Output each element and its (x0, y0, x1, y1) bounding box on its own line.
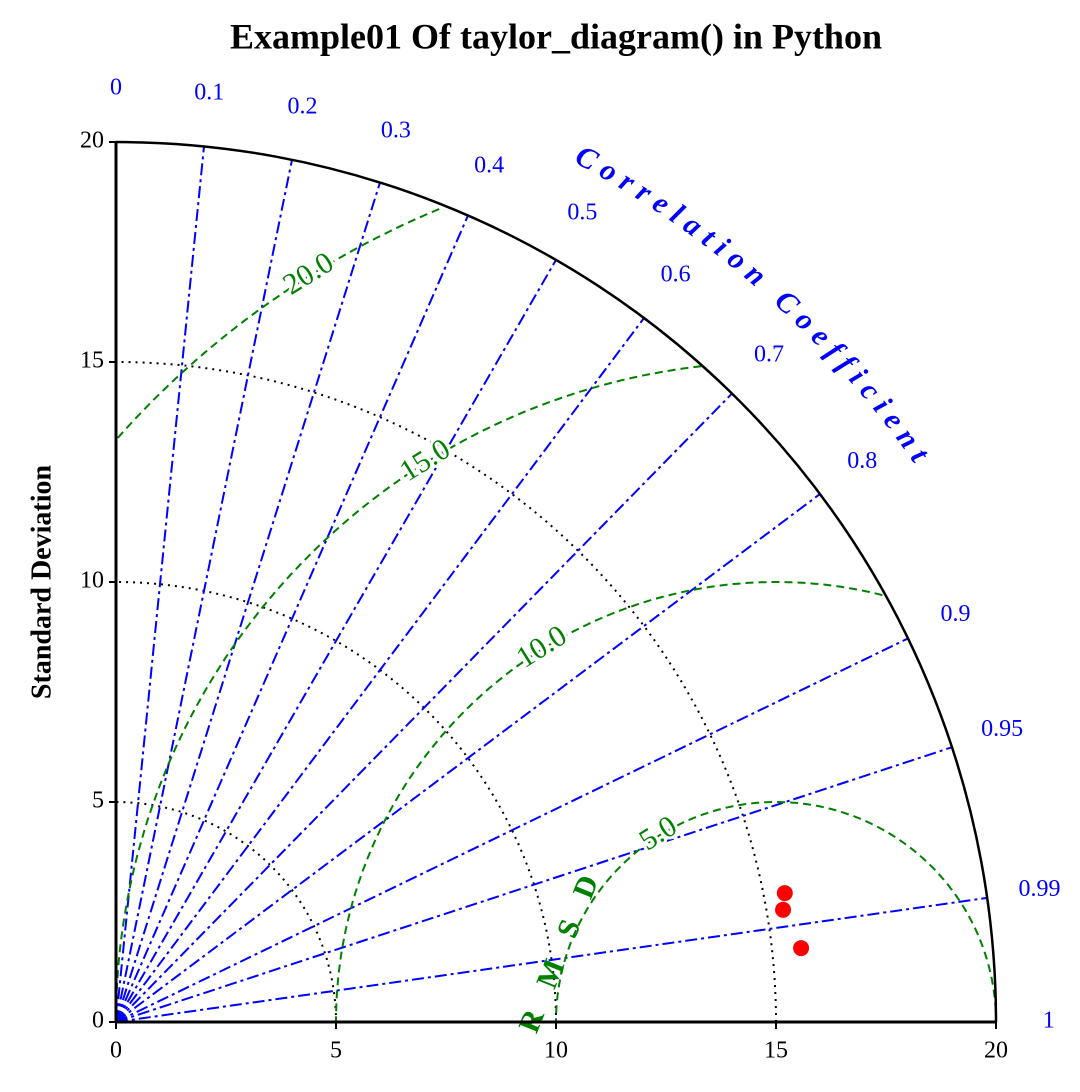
correlation-line (115, 896, 988, 1023)
x-tick-label: 0 (110, 1038, 122, 1064)
y-tick-label: 10 (80, 568, 104, 594)
correlation-tick-label: 0.8 (847, 448, 877, 474)
y-tick-label: 5 (92, 788, 104, 814)
correlation-line (115, 392, 733, 1023)
correlation-line (115, 215, 469, 1023)
correlation-tick-label: 0.5 (567, 200, 597, 226)
rmsd-contour-label: 15.0 (394, 432, 456, 488)
correlation-line (115, 146, 205, 1023)
rmsd-contour (115, 365, 702, 1022)
correlation-tick-label: 0.99 (1018, 876, 1060, 902)
rmsd-contour-label: 20.0 (277, 246, 339, 302)
y-tick-label: 20 (80, 128, 104, 154)
correlation-line (115, 317, 645, 1023)
data-point (776, 885, 793, 902)
correlation-label-path (577, 156, 998, 592)
x-tick-label: 20 (984, 1038, 1008, 1064)
x-tick-label: 10 (544, 1038, 568, 1064)
y-axis-label: Standard Deviation (26, 465, 57, 700)
rmsd-contour (555, 801, 997, 1022)
correlation-tick-label: 0.1 (194, 79, 224, 105)
correlation-tick-label: 0.6 (661, 261, 691, 287)
origin-mark (116, 1014, 124, 1022)
correlation-tick-label: 0.9 (941, 601, 971, 627)
chart-title: Example01 Of taylor_diagram() in Python (230, 16, 882, 56)
correlation-tick-label: 0.3 (381, 118, 411, 144)
x-tick-label: 5 (330, 1038, 342, 1064)
correlation-line (115, 493, 821, 1023)
std-grid-arc (115, 361, 777, 1023)
correlation-line (115, 637, 909, 1023)
x-tick-label: 15 (764, 1038, 788, 1064)
rmsd-contour-label: 10.0 (510, 619, 572, 675)
correlation-tick-label: 0.4 (474, 153, 504, 179)
correlation-tick-label: 0.2 (288, 94, 318, 120)
outer-arc (115, 140, 998, 1023)
correlation-tick-label: 1 (1043, 1008, 1055, 1034)
correlation-tick-label: 0.7 (754, 341, 784, 367)
y-tick-label: 0 (92, 1008, 104, 1034)
correlation-line (115, 182, 381, 1023)
data-point (793, 940, 810, 957)
std-grid-arc (115, 801, 337, 1023)
data-point (775, 901, 792, 918)
correlation-axis-label-text: Correlation Coefficient (570, 139, 932, 475)
y-tick-label: 15 (80, 348, 104, 374)
rmsd-contour (335, 581, 883, 1022)
correlation-tick-label: 0.95 (981, 716, 1023, 742)
correlation-tick-label: 0 (110, 75, 122, 101)
rmsd-contour (116, 208, 440, 440)
correlation-line (115, 259, 557, 1023)
correlation-line (115, 159, 293, 1023)
correlation-axis-label: Correlation Coefficient (570, 139, 940, 475)
correlation-line (115, 746, 953, 1023)
